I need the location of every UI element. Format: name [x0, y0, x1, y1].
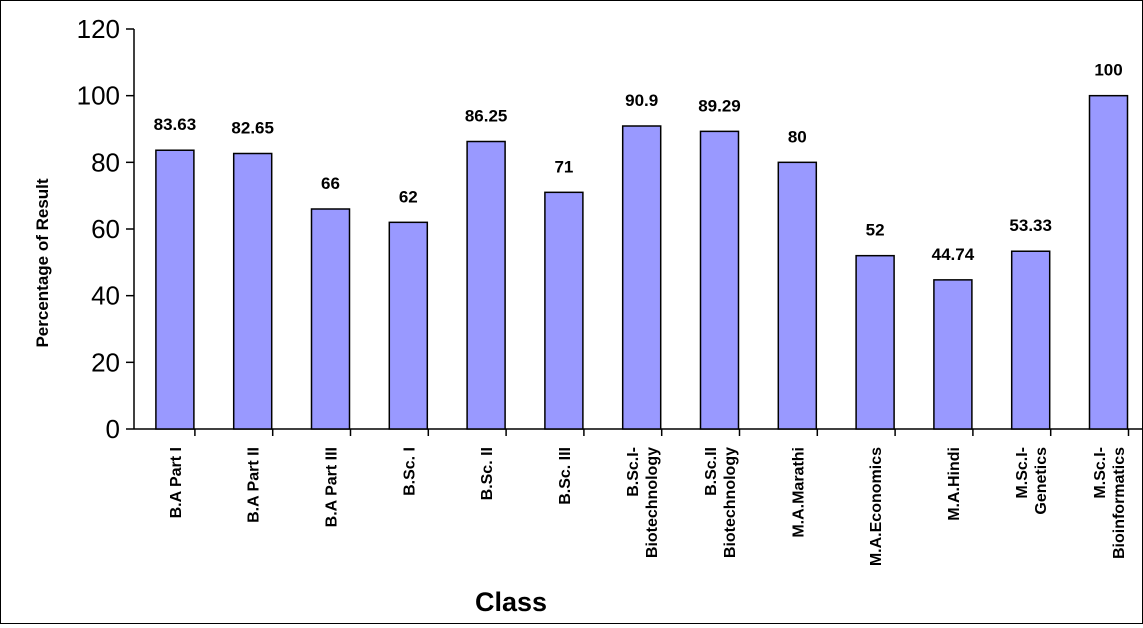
category-label-line: B.Sc.I-: [625, 447, 642, 497]
x-axis-title: Class: [475, 587, 547, 617]
category-label: B.A Part III: [324, 447, 341, 527]
y-axis: 0 20 40 60 80 100 120: [77, 14, 135, 444]
category-label-line: M.A.Hindi: [946, 447, 963, 521]
bars: [155, 94, 1129, 430]
category-label: M.A.Hindi: [946, 447, 963, 521]
y-tick-label: 120: [77, 14, 120, 44]
data-label: 86.25: [465, 107, 508, 126]
data-label: 82.65: [231, 119, 274, 138]
data-label: 53.33: [1009, 216, 1052, 235]
data-label: 62: [399, 187, 418, 206]
bar: [1010, 250, 1051, 430]
category-label-line: Bioinformatics: [1111, 447, 1128, 559]
data-label: 80: [788, 127, 807, 146]
category-label: B.A Part II: [246, 447, 263, 523]
data-label: 71: [554, 157, 573, 176]
data-label: 89.29: [698, 96, 741, 115]
category-label: B.A Part I: [168, 447, 185, 518]
bar: [933, 279, 973, 430]
category-label-line: Biotechnology: [644, 447, 661, 558]
category-label-line: B.Sc. I: [401, 447, 418, 496]
category-label-line: B.A Part III: [324, 447, 341, 527]
category-label: B.Sc. II: [479, 447, 496, 500]
y-tick-label: 20: [91, 347, 120, 377]
category-label-line: B.A Part II: [246, 447, 263, 523]
data-label: 100: [1094, 61, 1122, 80]
data-label: 52: [866, 221, 885, 240]
data-labels: 83.63 82.65 66 62 86.25 71 90.9 89.29 80 52 44.74 5…: [154, 61, 1123, 264]
y-axis-title: Percentage of Result: [33, 178, 52, 347]
category-label: B.Sc.II Biotechnology: [703, 447, 739, 558]
bar: [232, 152, 273, 430]
category-label-line: B.Sc. III: [557, 447, 574, 505]
category-label-line: M.A.Marathi: [790, 447, 807, 538]
bar: [777, 161, 818, 430]
bar: [155, 149, 195, 430]
category-label: B.Sc.I- Biotechnology: [625, 447, 661, 558]
y-tick-label: 0: [106, 414, 120, 444]
y-tick-label: 60: [91, 214, 120, 244]
data-label: 66: [321, 174, 340, 193]
category-label-line: B.Sc. II: [479, 447, 496, 500]
category-label-line: Genetics: [1033, 447, 1050, 515]
bar: [1088, 94, 1129, 430]
category-label: B.Sc. III: [557, 447, 574, 505]
category-label-line: M.Sc.I-: [1092, 447, 1109, 499]
category-label: M.A.Marathi: [790, 447, 807, 538]
category-labels: B.A Part I B.A Part II B.A Part III B.Sc. I…: [168, 447, 1128, 566]
data-label: 83.63: [154, 115, 197, 134]
category-label-line: Biotechnology: [722, 447, 739, 558]
category-label: B.Sc. I: [401, 447, 418, 496]
category-label-line: B.A Part I: [168, 447, 185, 518]
y-tick-label: 100: [77, 81, 120, 111]
data-label: 44.74: [932, 245, 975, 264]
category-label: M.A.Economics: [868, 447, 885, 566]
x-axis: [134, 428, 1142, 436]
y-tick-label: 40: [91, 281, 120, 311]
data-label: 90.9: [625, 91, 658, 110]
category-label-line: M.Sc.I-: [1014, 447, 1031, 499]
bar: [621, 125, 662, 430]
bar: [699, 130, 740, 430]
category-label-line: M.A.Economics: [868, 447, 885, 566]
y-tick-label: 80: [91, 147, 120, 177]
bar: [466, 140, 506, 430]
category-label: M.Sc.I- Bioinformatics: [1092, 447, 1128, 559]
bar: [544, 191, 584, 430]
bar: [855, 254, 895, 430]
bar: [310, 208, 351, 430]
category-label-line: B.Sc.II: [703, 447, 720, 496]
category-label: M.Sc.I- Genetics: [1014, 447, 1050, 515]
bar: [388, 221, 429, 430]
